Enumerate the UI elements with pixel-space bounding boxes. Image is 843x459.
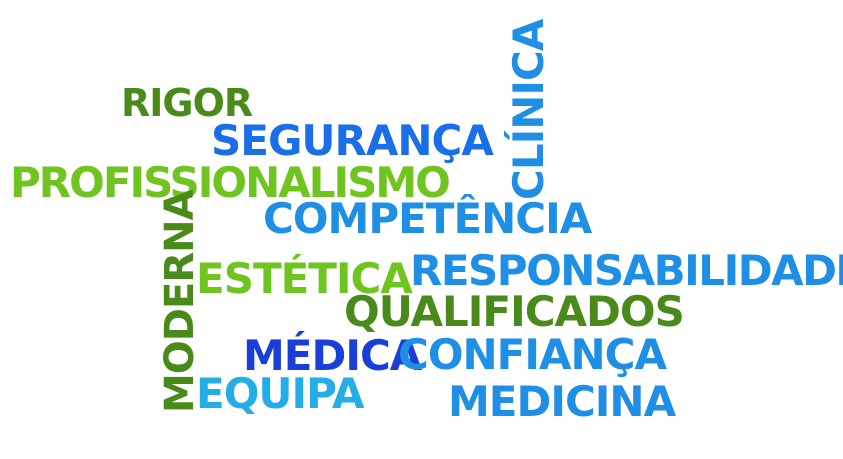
word-rigor: RIGOR xyxy=(121,81,253,125)
word-equipa: EQUIPA xyxy=(196,369,365,418)
word-seguranca: SEGURANÇA xyxy=(211,116,494,165)
word-competencia: COMPETÊNCIA xyxy=(263,194,592,243)
word-medicina: MEDICINA xyxy=(448,377,676,426)
word-profissionalismo: PROFISSIONALISMO xyxy=(10,158,451,207)
word-qualificados: QUALIFICADOS xyxy=(344,287,685,336)
word-clinica: CLÍNICA xyxy=(504,19,553,200)
word-medica: MÉDICA xyxy=(243,331,422,380)
word-confianca: CONFIANÇA xyxy=(398,330,667,379)
word-estetica: ESTÉTICA xyxy=(196,254,413,303)
word-moderna: MODERNA xyxy=(157,190,203,413)
word-responsabilidade: RESPONSABILIDADE xyxy=(410,246,843,295)
